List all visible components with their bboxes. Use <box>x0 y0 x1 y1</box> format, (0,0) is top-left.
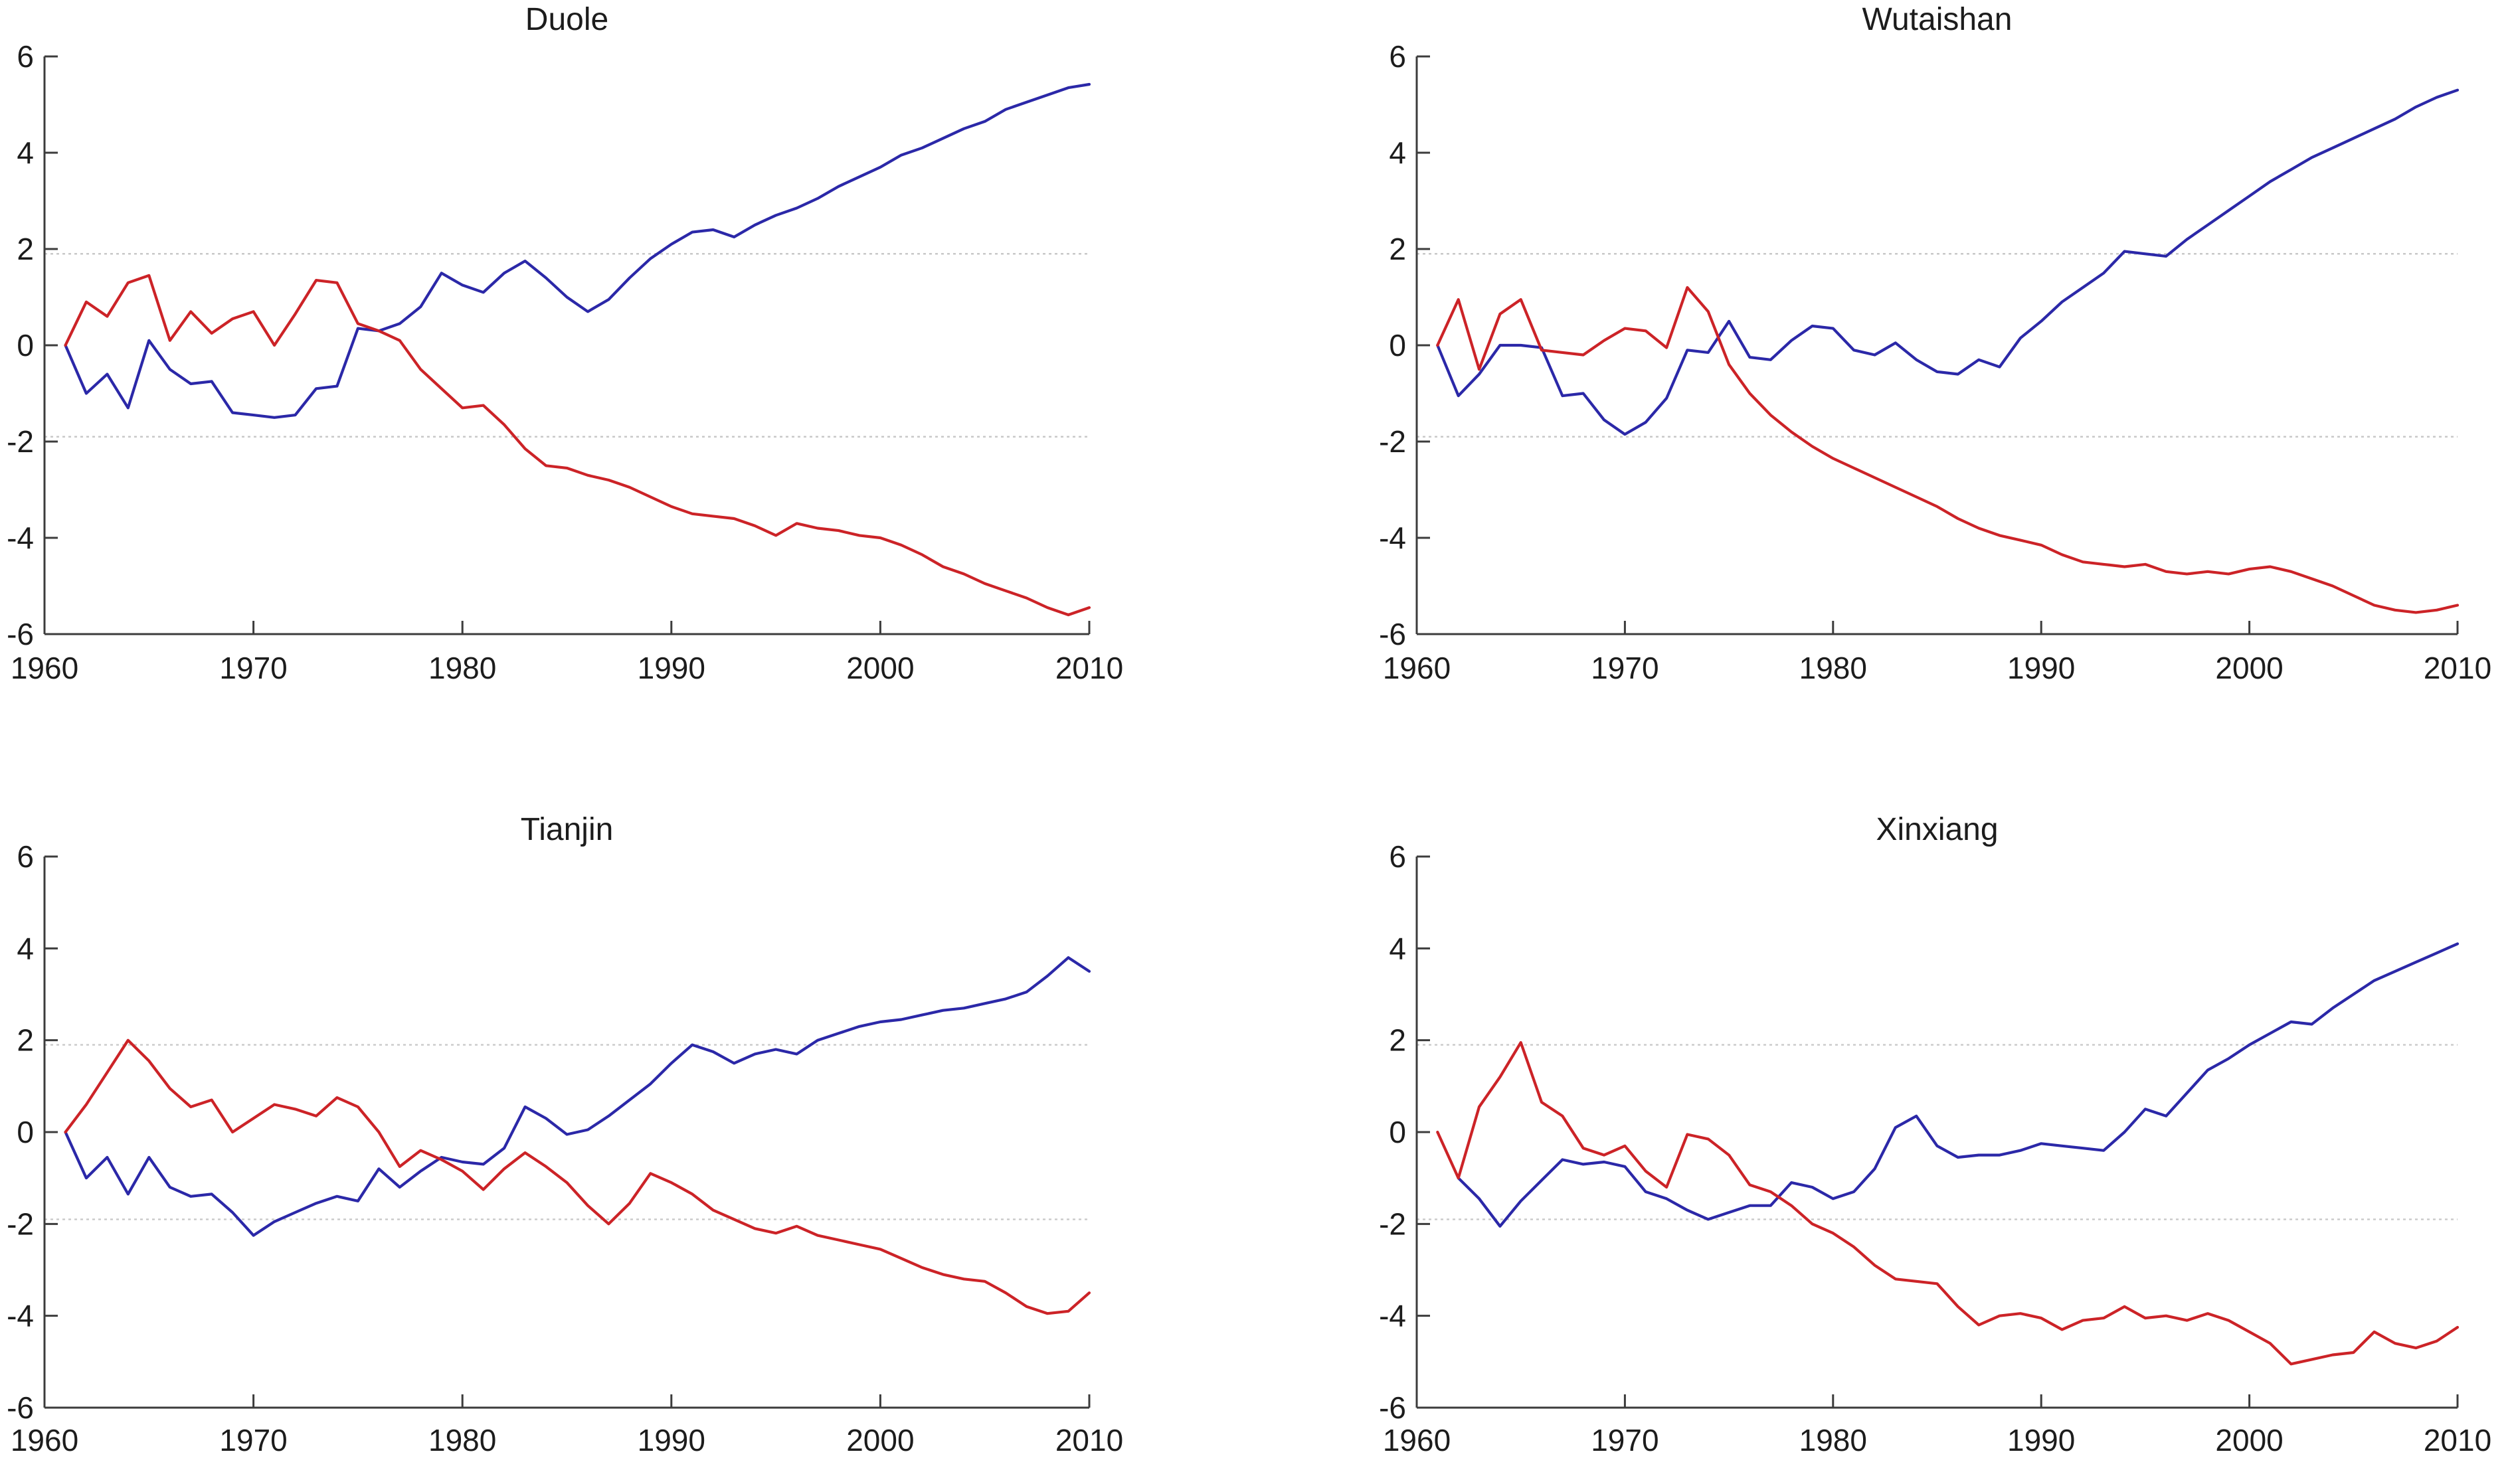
panel-xinxiang: -6 -4 -2 0 2 4 6 1960 1970 1980 1990 2000 2010 <box>1379 839 2491 1457</box>
y-tick-label: 6 <box>17 839 34 874</box>
y-tick-label: 2 <box>17 1023 34 1058</box>
series-line-red <box>64 1038 1091 1315</box>
y-tick-label: 0 <box>17 1115 34 1149</box>
panel-duole: -6 -4 -2 0 2 4 6 1960 1970 1980 1990 2000 2010 <box>7 39 1123 685</box>
y-tick-label: 4 <box>1389 135 1406 170</box>
y-tick-label: 2 <box>1389 1023 1406 1058</box>
x-tick-label: 2010 <box>2424 651 2491 685</box>
x-tick-label: 1960 <box>11 651 78 685</box>
series-line-red <box>64 274 1091 617</box>
x-tick-label: 1980 <box>428 651 496 685</box>
y-tick-label: 6 <box>1389 39 1406 74</box>
x-tick-label: 2000 <box>846 651 914 685</box>
x-tick-label: 1980 <box>428 1423 496 1457</box>
x-tick-label: 1980 <box>1799 1423 1867 1457</box>
x-tick-label: 1970 <box>219 1423 287 1457</box>
y-tick-label: 2 <box>1389 232 1406 266</box>
x-tick-label: 1980 <box>1799 651 1867 685</box>
y-tick-label: -2 <box>7 1206 34 1241</box>
x-tick-label: 2000 <box>2215 1423 2283 1457</box>
y-tick-label: -4 <box>1379 521 1406 555</box>
x-tick-label: 2000 <box>846 1423 914 1457</box>
x-tick-label: 1970 <box>1591 1423 1658 1457</box>
panel-tianjin: -6 -4 -2 0 2 4 6 1960 1970 1980 1990 2000 2010 <box>7 839 1123 1457</box>
y-tick-label: -2 <box>1379 424 1406 459</box>
y-tick-label: 4 <box>17 135 34 170</box>
x-tick-label: 1960 <box>1383 651 1451 685</box>
y-tick-label: -6 <box>7 617 34 651</box>
series-line-blue <box>64 82 1091 419</box>
x-tick-label: 1990 <box>2007 1423 2075 1457</box>
y-tick-label: -6 <box>1379 1390 1406 1425</box>
x-tick-label: 2010 <box>1055 1423 1123 1457</box>
y-tick-label: -6 <box>7 1390 34 1425</box>
y-tick-label: -2 <box>1379 1206 1406 1241</box>
series-line-red <box>1436 1040 2460 1366</box>
x-tick-label: 1990 <box>638 651 705 685</box>
series-line-blue <box>1436 88 2460 436</box>
y-tick-label: 6 <box>1389 839 1406 874</box>
x-tick-label: 2000 <box>2215 651 2283 685</box>
chart-title-wutaishan: Wutaishan <box>1862 2 2013 37</box>
y-tick-label: 4 <box>17 931 34 965</box>
x-tick-label: 1960 <box>1383 1423 1451 1457</box>
panel-wutaishan: -6 -4 -2 0 2 4 6 1960 1970 1980 1990 2000 2010 <box>1379 39 2491 685</box>
chart-title-duole: Duole <box>525 2 608 37</box>
y-tick-label: 0 <box>17 328 34 363</box>
x-tick-label: 1990 <box>2007 651 2075 685</box>
y-tick-label: -2 <box>7 424 34 459</box>
y-tick-label: 0 <box>1389 1115 1406 1149</box>
chart-title-tianjin: Tianjin <box>521 812 614 847</box>
y-tick-label: 2 <box>17 232 34 266</box>
series-line-blue <box>64 956 1091 1237</box>
chart-title-xinxiang: Xinxiang <box>1876 812 1998 847</box>
y-tick-label: -4 <box>7 521 34 555</box>
series-line-blue <box>1457 942 2460 1228</box>
y-tick-label: 4 <box>1389 931 1406 965</box>
y-tick-label: -6 <box>1379 617 1406 651</box>
x-tick-label: 1960 <box>11 1423 78 1457</box>
y-tick-label: 6 <box>17 39 34 74</box>
x-tick-label: 1990 <box>638 1423 705 1457</box>
x-tick-label: 1970 <box>1591 651 1658 685</box>
x-tick-label: 1970 <box>219 651 287 685</box>
y-tick-label: -4 <box>1379 1299 1406 1333</box>
x-tick-label: 2010 <box>1055 651 1123 685</box>
series-line-red <box>1436 286 2460 614</box>
y-tick-label: 0 <box>1389 328 1406 363</box>
x-tick-label: 2010 <box>2424 1423 2491 1457</box>
y-tick-label: -4 <box>7 1299 34 1333</box>
